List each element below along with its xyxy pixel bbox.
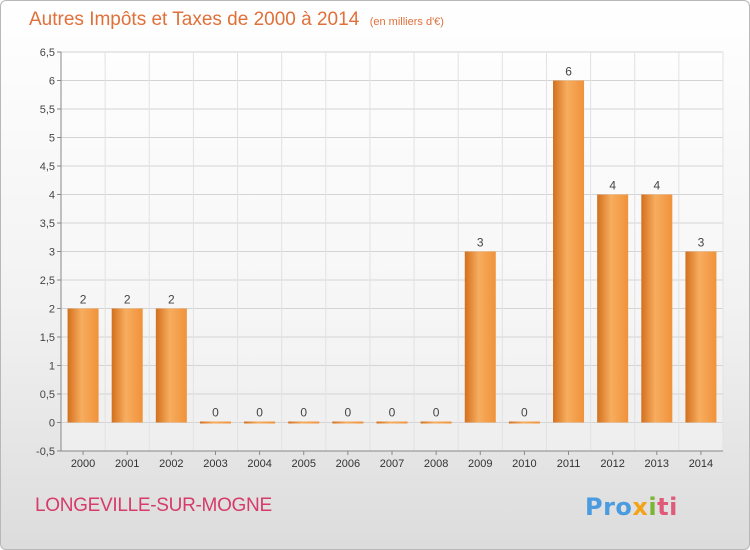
data-label-2005: 0 — [300, 406, 307, 420]
data-label-2008: 0 — [433, 406, 440, 420]
data-label-2013: 4 — [653, 179, 660, 193]
y-tick-label: 4 — [49, 190, 55, 202]
data-label-2006: 0 — [345, 406, 352, 420]
logo-part-2: x — [632, 493, 649, 521]
chart-subtitle: (en milliers d'€) — [369, 16, 444, 28]
x-tick-label-2004: 2004 — [247, 458, 271, 470]
proxiti-logo[interactable]: Proxiti — [585, 493, 678, 521]
data-label-2009: 3 — [477, 236, 484, 250]
bar-2004 — [244, 421, 276, 424]
x-tick-label-2013: 2013 — [645, 458, 669, 470]
x-tick-label-2000: 2000 — [71, 458, 95, 470]
data-label-2003: 0 — [212, 406, 219, 420]
logo-part-4: ti — [657, 493, 678, 521]
y-tick-label: 2,5 — [40, 275, 55, 287]
bar-2014 — [685, 251, 717, 423]
chart-title: Autres Impôts et Taxes de 2000 à 2014 — [29, 9, 360, 30]
bar-2008 — [420, 421, 452, 424]
x-tick-label-2007: 2007 — [380, 458, 404, 470]
bar-2013 — [641, 194, 673, 423]
data-label-2001: 2 — [124, 293, 131, 307]
x-tick-label-2001: 2001 — [115, 458, 139, 470]
bar-2009 — [464, 251, 496, 423]
y-tick-label: 6,5 — [40, 47, 55, 59]
data-label-2002: 2 — [168, 293, 175, 307]
bar-2006 — [332, 421, 364, 424]
bar-2002 — [155, 308, 187, 423]
data-label-2004: 0 — [256, 406, 263, 420]
data-label-2000: 2 — [80, 293, 87, 307]
data-label-2007: 0 — [389, 406, 396, 420]
bar-2000 — [67, 308, 99, 423]
y-tick-label: 3 — [49, 247, 55, 259]
data-label-2014: 3 — [698, 236, 705, 250]
chart-title-block: Autres Impôts et Taxes de 2000 à 2014 (e… — [29, 9, 444, 31]
x-tick-label-2014: 2014 — [689, 458, 713, 470]
y-tick-label: 4,5 — [40, 161, 55, 173]
x-tick-label-2005: 2005 — [291, 458, 315, 470]
x-tick-label-2008: 2008 — [424, 458, 448, 470]
x-tick-label-2009: 2009 — [468, 458, 492, 470]
bar-2001 — [111, 308, 143, 423]
y-tick-label: 2 — [49, 304, 55, 316]
data-label-2012: 4 — [609, 179, 616, 193]
y-tick-label: -0,5 — [36, 446, 55, 458]
bar-2007 — [376, 421, 408, 424]
y-tick-label: 5 — [49, 133, 55, 145]
y-tick-label: 6 — [49, 76, 55, 88]
commune-name: LONGEVILLE-SUR-MOGNE — [35, 495, 272, 516]
data-label-2011: 6 — [565, 65, 572, 79]
y-tick-label: 1,5 — [40, 332, 55, 344]
y-tick-label: 0,5 — [40, 389, 55, 401]
bar-2005 — [288, 421, 320, 424]
y-tick-label: 0 — [49, 418, 55, 430]
y-tick-label: 5,5 — [40, 104, 55, 116]
data-label-2010: 0 — [521, 406, 528, 420]
x-tick-label-2006: 2006 — [336, 458, 360, 470]
bar-2012 — [597, 194, 629, 423]
y-tick-label: 1 — [49, 361, 55, 373]
x-tick-label-2010: 2010 — [512, 458, 536, 470]
logo-part-3: i — [648, 493, 658, 521]
bar-2003 — [199, 421, 231, 424]
x-tick-label-2003: 2003 — [203, 458, 227, 470]
x-tick-label-2012: 2012 — [600, 458, 624, 470]
bar-2010 — [508, 421, 540, 424]
logo-part-1: Pro — [585, 493, 633, 521]
bar-2011 — [553, 80, 585, 423]
x-tick-label-2011: 2011 — [557, 458, 581, 470]
y-tick-label: 3,5 — [40, 218, 55, 230]
x-tick-label-2002: 2002 — [159, 458, 183, 470]
